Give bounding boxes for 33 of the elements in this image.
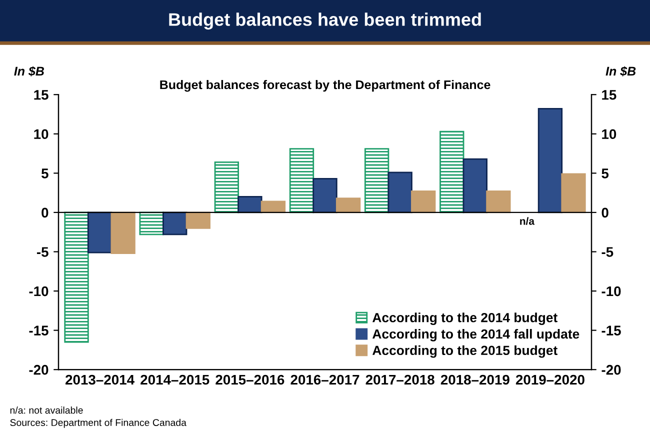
legend-label: According to the 2014 budget	[372, 312, 558, 325]
y2-tick-label: -15	[602, 326, 621, 336]
y-tick-label: -5	[36, 247, 48, 257]
source-note: Sources: Department of Finance Canada	[10, 418, 186, 428]
x-tick-label: 2019–2020	[516, 374, 584, 385]
y2-tick-label: 15	[602, 90, 616, 100]
y-tick-label: 5	[41, 168, 48, 178]
y2-tick-label: -20	[602, 364, 621, 375]
y2-tick-label: 0	[602, 208, 608, 218]
chart-subtitle: Budget balances forecast by the Department of Finance	[160, 80, 490, 92]
x-tick-label: 2016–2017	[290, 374, 360, 385]
legend-label: According to the 2014 fall update	[372, 328, 580, 342]
y-tick-label: 15	[34, 90, 48, 100]
text: n/a: not available	[10, 406, 83, 414]
y2-tick-label: 10	[602, 129, 616, 140]
y-axis-title: In $B	[14, 66, 44, 76]
x-tick-label: 2015–2016	[216, 374, 284, 385]
x-tick-label: 2017–2018	[366, 374, 434, 385]
x-tick-label: 2013–2014	[66, 374, 134, 385]
y-tick-label: -10	[29, 286, 48, 296]
y2-tick-label: -5	[602, 247, 614, 257]
y2-axis-title: In $B	[606, 66, 636, 76]
annotation: n/a	[520, 217, 535, 225]
x-tick-label: 2014–2015	[140, 374, 210, 385]
y-tick-label: -20	[29, 364, 48, 375]
y-tick-label: -15	[29, 326, 48, 336]
legend-label: According to the 2015 budget	[372, 345, 558, 358]
y-tick-label: 10	[34, 129, 48, 140]
x-tick-label: 2018–2019	[440, 374, 510, 385]
chart-title: Budget balances have been trimmed	[169, 12, 481, 30]
y-tick-label: 0	[42, 208, 48, 218]
y2-tick-label: 5	[602, 168, 609, 178]
y2-tick-label: -10	[602, 286, 621, 296]
